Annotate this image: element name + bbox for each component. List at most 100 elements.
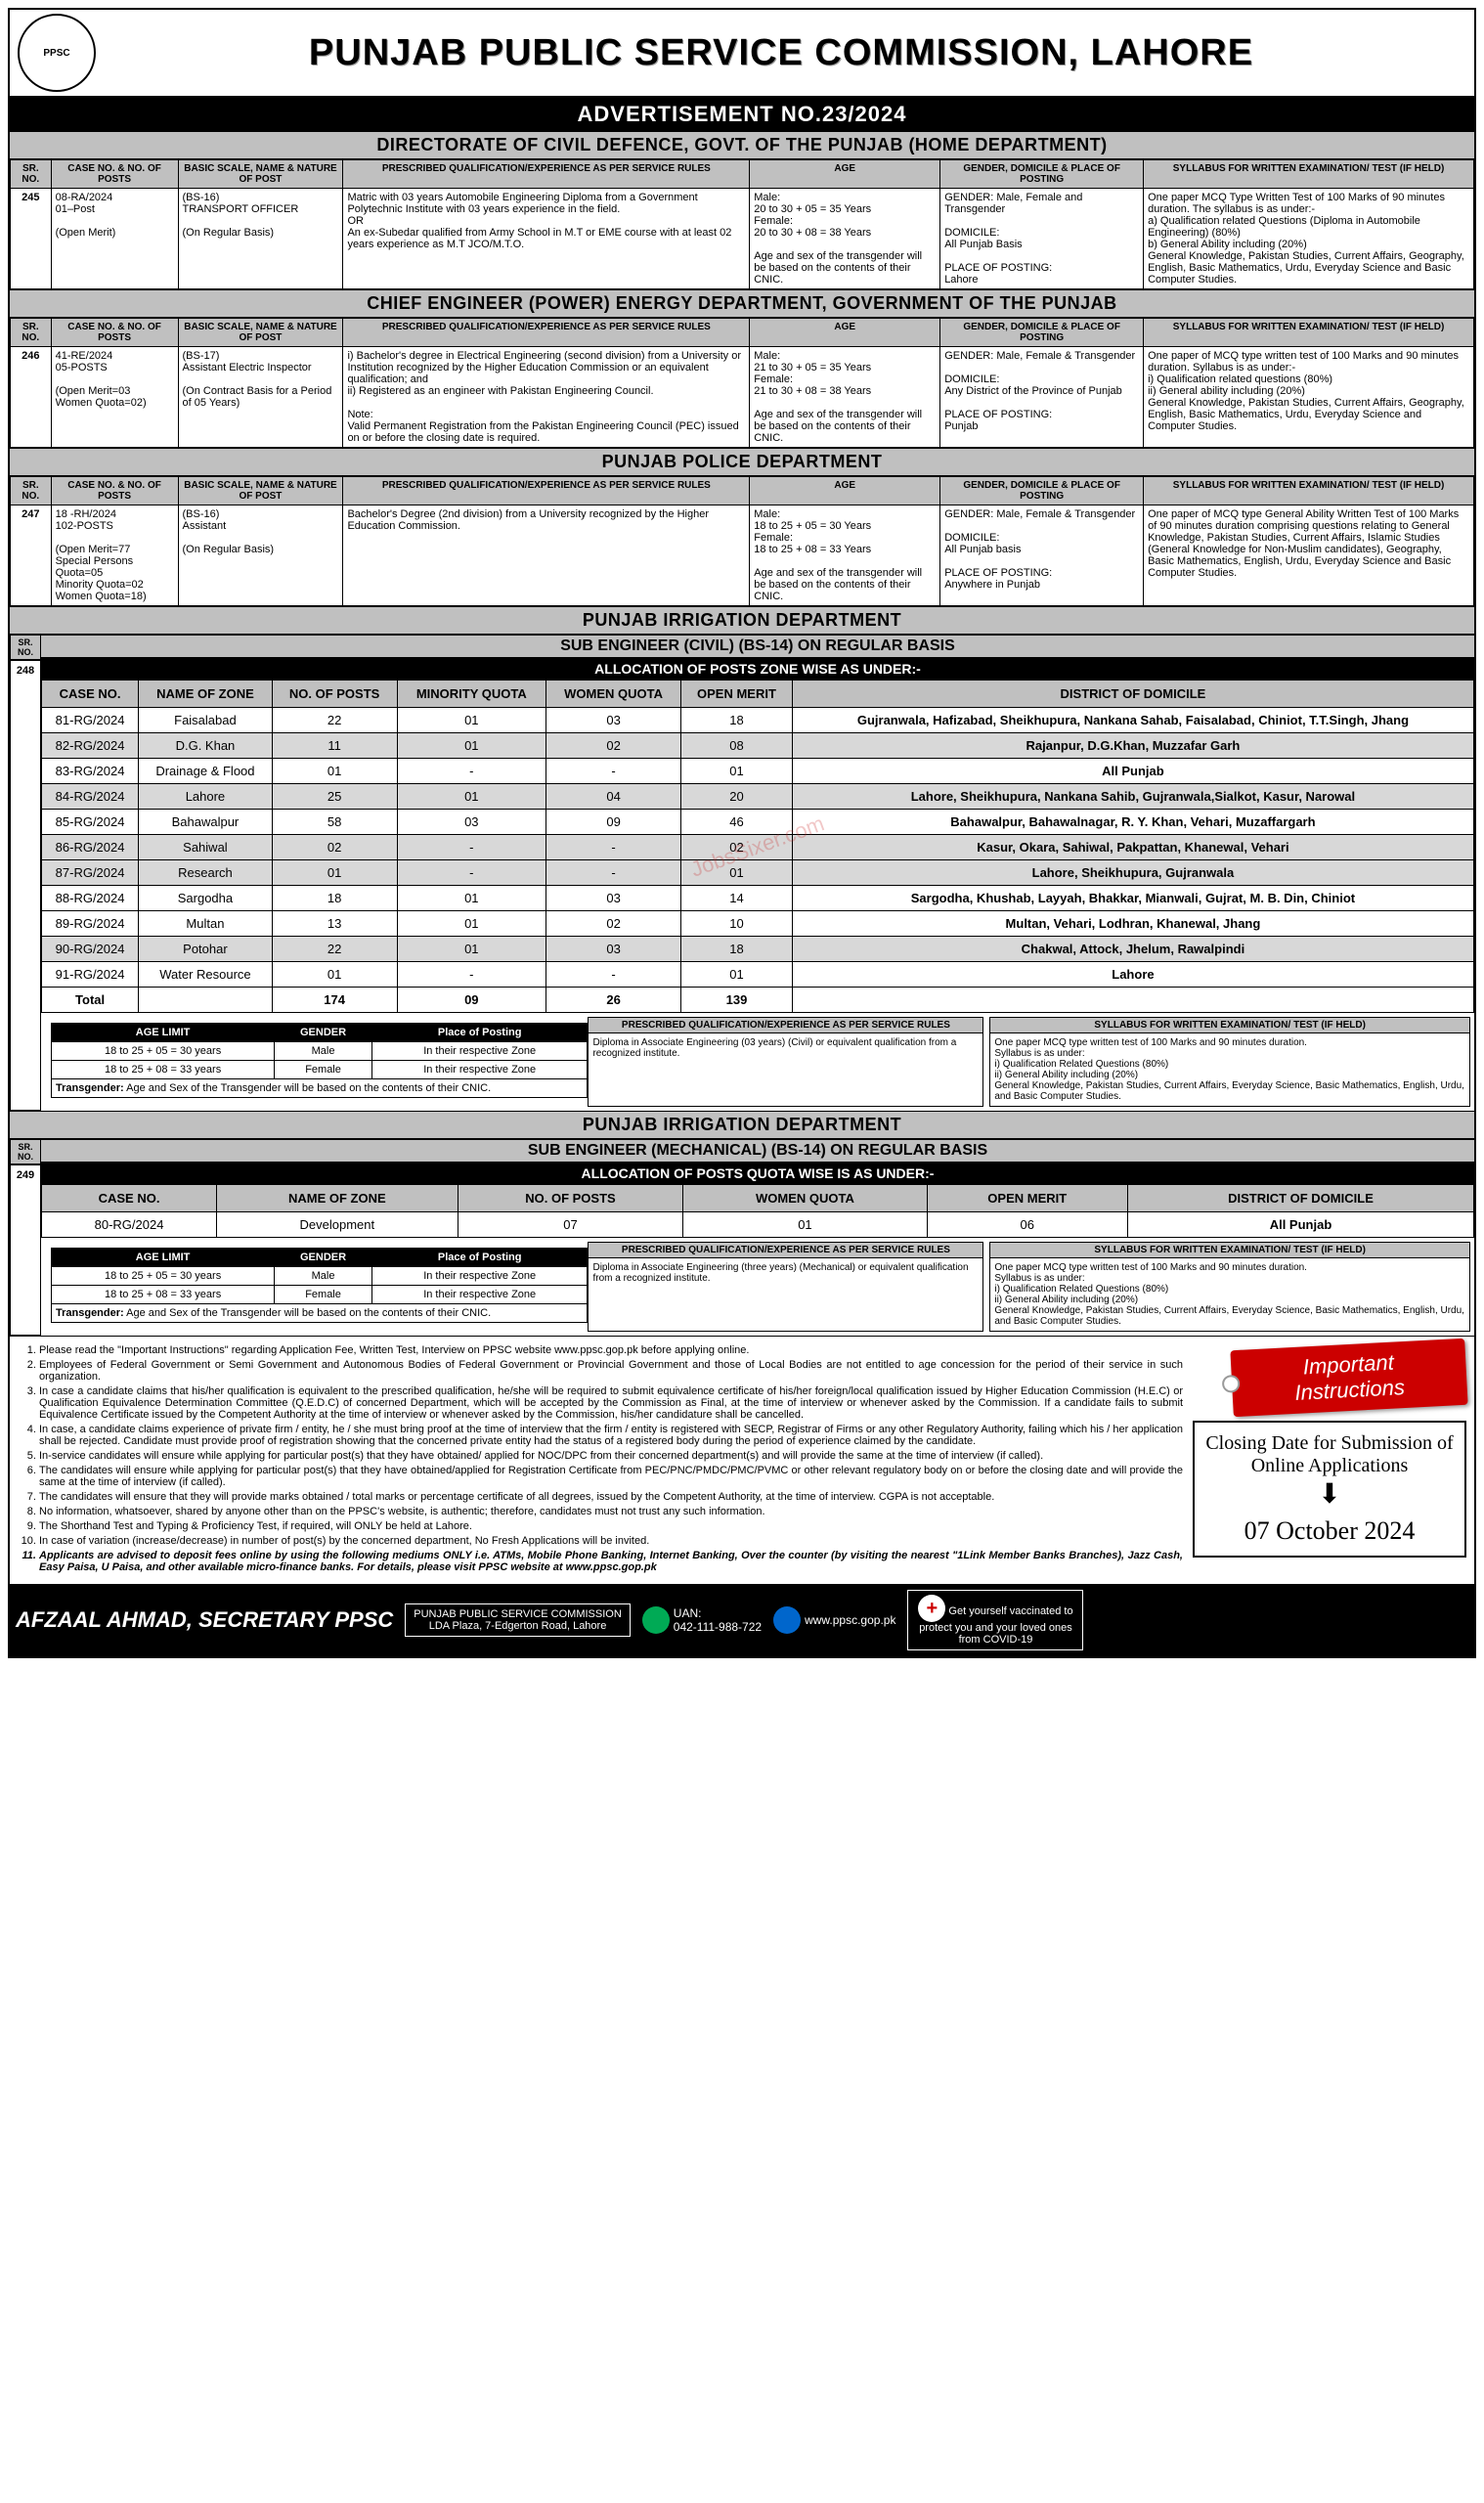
instruction-item: In case of variation (increase/decrease)… xyxy=(39,1535,1183,1547)
job-cell: (BS-16) Assistant (On Regular Basis) xyxy=(178,505,343,606)
job-cell: GENDER: Male, Female & Transgender DOMIC… xyxy=(940,505,1144,606)
alloc-cell: 03 xyxy=(546,886,681,911)
alloc-cell: 02 xyxy=(272,835,397,860)
alloc-cell: Multan xyxy=(139,911,273,937)
total-cell xyxy=(139,988,273,1013)
alloc-cell: 91-RG/2024 xyxy=(42,962,139,988)
job-cell: One paper MCQ Type Written Test of 100 M… xyxy=(1144,189,1474,289)
instruction-item: The candidates will ensure that they wil… xyxy=(39,1491,1183,1503)
alloc-cell: - xyxy=(397,860,546,886)
alloc-cell: 18 xyxy=(681,708,793,733)
arrow-down-icon: ⬇ xyxy=(1204,1477,1455,1511)
alloc-cell: 22 xyxy=(272,708,397,733)
ag-cell: 18 to 25 + 08 = 33 years xyxy=(52,1286,275,1304)
civil-alloc-table: CASE NO.NAME OF ZONENO. OF POSTSMINORITY… xyxy=(41,680,1474,1013)
ag-header: GENDER xyxy=(275,1249,372,1267)
alloc-cell: Sargodha, Khushab, Layyah, Bhakkar, Mian… xyxy=(792,886,1473,911)
sr-header: SR. NO. xyxy=(10,635,41,660)
job-cell: (BS-17) Assistant Electric Inspector (On… xyxy=(178,347,343,448)
alloc-cell: Potohar xyxy=(139,937,273,962)
instructions-list: Please read the "Important Instructions"… xyxy=(18,1344,1183,1573)
ag-cell: In their respective Zone xyxy=(371,1286,588,1304)
job-cell: 08-RA/2024 01–Post (Open Merit) xyxy=(51,189,178,289)
total-cell xyxy=(792,988,1473,1013)
alloc-cell: 01 xyxy=(397,708,546,733)
alloc-cell: D.G. Khan xyxy=(139,733,273,759)
alloc-header: OPEN MERIT xyxy=(927,1185,1127,1212)
transgender-note: Transgender: Age and Sex of the Transgen… xyxy=(52,1079,588,1098)
mech-age-gender-table: AGE LIMITGENDERPlace of Posting 18 to 25… xyxy=(51,1248,588,1323)
instructions-block: Please read the "Important Instructions"… xyxy=(10,1336,1474,1584)
main-title: PUNJAB PUBLIC SERVICE COMMISSION, LAHORE xyxy=(96,32,1466,74)
civil-syll-head: SYLLABUS FOR WRITTEN EXAMINATION/ TEST (… xyxy=(990,1018,1469,1033)
alloc-cell: 08 xyxy=(681,733,793,759)
civil-qual-body: Diploma in Associate Engineering (03 yea… xyxy=(589,1033,982,1063)
col-header: PRESCRIBED QUALIFICATION/EXPERIENCE AS P… xyxy=(343,160,750,189)
advertisement-number: ADVERTISEMENT NO.23/2024 xyxy=(10,98,1474,131)
alloc-cell: 84-RG/2024 xyxy=(42,784,139,810)
ag-header: Place of Posting xyxy=(371,1024,588,1042)
col-header: GENDER, DOMICILE & PLACE OF POSTING xyxy=(940,160,1144,189)
col-header: SYLLABUS FOR WRITTEN EXAMINATION/ TEST (… xyxy=(1144,160,1474,189)
col-header: AGE xyxy=(750,160,940,189)
ag-cell: 18 to 25 + 05 = 30 years xyxy=(52,1267,275,1286)
alloc-cell: 80-RG/2024 xyxy=(42,1212,217,1238)
alloc-cell: 01 xyxy=(397,911,546,937)
alloc-cell: 01 xyxy=(272,759,397,784)
alloc-cell: 04 xyxy=(546,784,681,810)
col-header: AGE xyxy=(750,319,940,347)
secretary-name: AFZAAL AHMAD, SECRETARY PPSC xyxy=(16,1607,393,1633)
alloc-cell: 10 xyxy=(681,911,793,937)
job-cell: Male: 21 to 30 + 05 = 35 Years Female: 2… xyxy=(750,347,940,448)
sr-header: SR. NO. xyxy=(10,1139,41,1164)
alloc-cell: 18 xyxy=(681,937,793,962)
ag-header: Place of Posting xyxy=(371,1249,588,1267)
alloc-cell: 01 xyxy=(683,1212,927,1238)
alloc-header: DISTRICT OF DOMICILE xyxy=(1127,1185,1473,1212)
alloc-cell: 83-RG/2024 xyxy=(42,759,139,784)
civil-qual-head: PRESCRIBED QUALIFICATION/EXPERIENCE AS P… xyxy=(589,1018,982,1033)
alloc-cell: - xyxy=(397,759,546,784)
alloc-cell: Gujranwala, Hafizabad, Sheikhupura, Nank… xyxy=(792,708,1473,733)
instruction-item: The candidates will ensure while applyin… xyxy=(39,1465,1183,1488)
job-table: SR. NO.CASE NO. & NO. OF POSTSBASIC SCAL… xyxy=(10,159,1474,289)
instruction-item: Please read the "Important Instructions"… xyxy=(39,1344,1183,1356)
phone-icon xyxy=(642,1606,670,1634)
alloc-cell: Lahore xyxy=(139,784,273,810)
alloc-cell: 03 xyxy=(546,708,681,733)
alloc-cell: 03 xyxy=(546,937,681,962)
dept-title: PUNJAB POLICE DEPARTMENT xyxy=(10,448,1474,476)
dept-irrigation-mech: PUNJAB IRRIGATION DEPARTMENT xyxy=(10,1111,1474,1139)
alloc-cell: Kasur, Okara, Sahiwal, Pakpattan, Khanew… xyxy=(792,835,1473,860)
alloc-cell: Lahore xyxy=(792,962,1473,988)
job-cell: Matric with 03 years Automobile Engineer… xyxy=(343,189,750,289)
col-header: CASE NO. & NO. OF POSTS xyxy=(51,319,178,347)
important-tag: Important Instructions xyxy=(1230,1339,1467,1417)
alloc-cell: - xyxy=(546,835,681,860)
alloc-civil: ALLOCATION OF POSTS ZONE WISE AS UNDER:- xyxy=(41,658,1474,680)
dept-title: CHIEF ENGINEER (POWER) ENERGY DEPARTMENT… xyxy=(10,289,1474,318)
col-header: CASE NO. & NO. OF POSTS xyxy=(51,477,178,505)
alloc-cell: 06 xyxy=(927,1212,1127,1238)
alloc-header: NO. OF POSTS xyxy=(458,1185,683,1212)
col-header: PRESCRIBED QUALIFICATION/EXPERIENCE AS P… xyxy=(343,477,750,505)
alloc-cell: 46 xyxy=(681,810,793,835)
col-header: GENDER, DOMICILE & PLACE OF POSTING xyxy=(940,319,1144,347)
col-header: AGE xyxy=(750,477,940,505)
alloc-cell: 88-RG/2024 xyxy=(42,886,139,911)
alloc-cell: Development xyxy=(217,1212,458,1238)
alloc-cell: 03 xyxy=(397,810,546,835)
instruction-item: In-service candidates will ensure while … xyxy=(39,1450,1183,1462)
col-header: SR. NO. xyxy=(11,319,52,347)
alloc-cell: 86-RG/2024 xyxy=(42,835,139,860)
covid-note: + Get yourself vaccinated to protect you… xyxy=(907,1590,1083,1650)
mech-qual-body: Diploma in Associate Engineering (three … xyxy=(589,1258,982,1288)
alloc-cell: 90-RG/2024 xyxy=(42,937,139,962)
ag-cell: 18 to 25 + 05 = 30 years xyxy=(52,1042,275,1061)
job-cell: One paper of MCQ type written test of 10… xyxy=(1144,347,1474,448)
ag-cell: In their respective Zone xyxy=(371,1061,588,1079)
job-cell: Bachelor's Degree (2nd division) from a … xyxy=(343,505,750,606)
job-cell: i) Bachelor's degree in Electrical Engin… xyxy=(343,347,750,448)
total-cell: Total xyxy=(42,988,139,1013)
alloc-header: NAME OF ZONE xyxy=(217,1185,458,1212)
